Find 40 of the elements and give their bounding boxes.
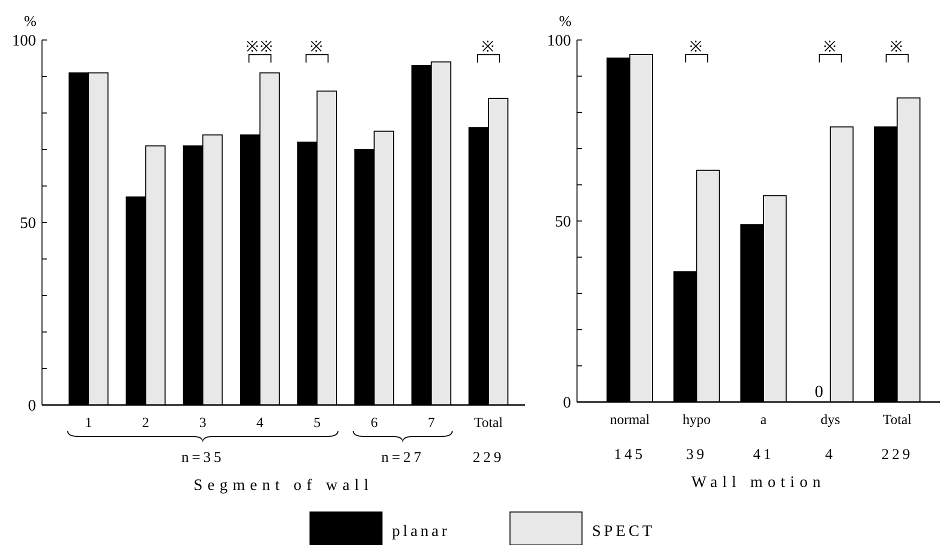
x-tick-label: Total [474, 416, 503, 431]
y-axis-title: % [24, 14, 36, 30]
annotation: ※ [310, 40, 324, 56]
x-tick-label: hypo [682, 413, 711, 428]
text: 229 [472, 450, 504, 466]
y-tick-label: 50 [20, 215, 36, 232]
y-tick-label: 0 [28, 398, 36, 415]
data-label: 0 [814, 382, 824, 401]
annotation: ※ [890, 39, 904, 56]
y-tick-label: 100 [12, 32, 36, 50]
text: 41 [753, 447, 774, 463]
y-tick-label: 50 [555, 214, 571, 231]
legend-label: planar [392, 523, 450, 540]
annotation: ※※ [246, 40, 274, 56]
x-tick-label: 7 [428, 416, 435, 431]
x-tick-label: normal [610, 413, 650, 428]
x-tick-label: 1 [85, 416, 92, 431]
x-tick-label: a [760, 413, 768, 428]
x-axis-title: Segment of wall [194, 477, 374, 494]
x-tick-label: 3 [199, 416, 206, 431]
legend-label: SPECT [592, 523, 656, 540]
text: n=35 [181, 450, 224, 466]
y-tick-label: 0 [563, 394, 571, 412]
x-tick-label: 2 [142, 416, 150, 431]
x-tick-label: 6 [370, 416, 378, 431]
annotation: ※ [823, 39, 838, 56]
x-tick-label: 4 [256, 416, 264, 431]
x-tick-label: dys [820, 413, 840, 428]
text: 39 [686, 447, 708, 463]
y-axis-title: % [559, 14, 572, 30]
annotation: ※ [481, 40, 496, 56]
annotation: ※ [690, 39, 704, 56]
text: 4 [825, 447, 836, 463]
y-tick-label: 100 [547, 32, 571, 50]
text: n=27 [381, 450, 424, 466]
text: 145 [614, 447, 646, 463]
x-tick-label: Total [882, 413, 912, 428]
x-tick-label: 5 [314, 416, 321, 431]
text: 229 [881, 447, 913, 463]
x-axis-title: Wall motion [691, 474, 826, 491]
